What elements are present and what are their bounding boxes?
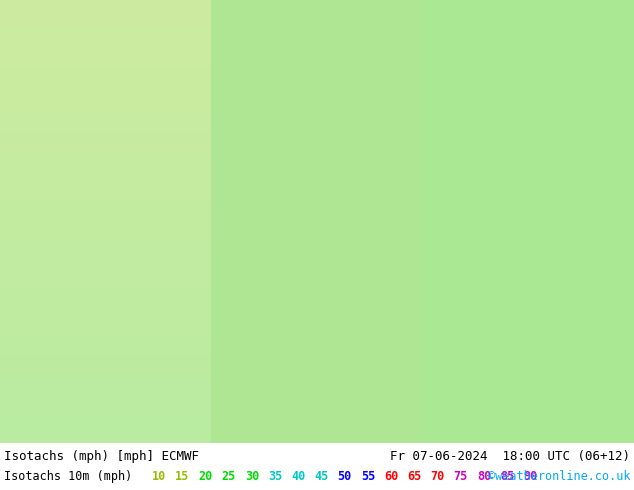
Text: 50: 50 — [337, 469, 352, 483]
Text: 90: 90 — [523, 469, 538, 483]
Text: Isotachs 10m (mph): Isotachs 10m (mph) — [4, 469, 133, 483]
Text: 20: 20 — [198, 469, 212, 483]
Text: 70: 70 — [430, 469, 444, 483]
Text: 65: 65 — [407, 469, 422, 483]
Text: 40: 40 — [291, 469, 306, 483]
Text: 85: 85 — [500, 469, 514, 483]
Text: 60: 60 — [384, 469, 398, 483]
Text: 35: 35 — [268, 469, 282, 483]
Text: 45: 45 — [314, 469, 328, 483]
Text: 10: 10 — [152, 469, 166, 483]
Text: 30: 30 — [245, 469, 259, 483]
Text: ©weatheronline.co.uk: ©weatheronline.co.uk — [488, 469, 630, 483]
Text: 80: 80 — [477, 469, 491, 483]
Text: 55: 55 — [361, 469, 375, 483]
Text: 15: 15 — [175, 469, 190, 483]
Text: Isotachs (mph) [mph] ECMWF: Isotachs (mph) [mph] ECMWF — [4, 449, 199, 463]
Text: Fr 07-06-2024  18:00 UTC (06+12): Fr 07-06-2024 18:00 UTC (06+12) — [390, 449, 630, 463]
Text: 25: 25 — [222, 469, 236, 483]
Text: 75: 75 — [453, 469, 468, 483]
